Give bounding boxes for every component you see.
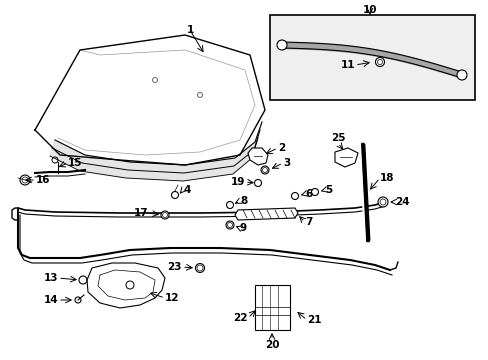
Circle shape: [226, 202, 233, 208]
FancyBboxPatch shape: [269, 15, 474, 100]
Circle shape: [456, 70, 466, 80]
Polygon shape: [235, 208, 297, 220]
Circle shape: [261, 166, 268, 174]
Text: 1: 1: [186, 25, 193, 35]
Polygon shape: [50, 122, 262, 181]
Text: 4: 4: [183, 185, 190, 195]
Text: 7: 7: [305, 217, 312, 227]
Text: 18: 18: [379, 173, 394, 183]
Polygon shape: [247, 148, 267, 165]
Text: 10: 10: [362, 5, 376, 15]
Circle shape: [254, 180, 261, 186]
Text: 6: 6: [305, 189, 312, 199]
Text: 19: 19: [230, 177, 244, 187]
Polygon shape: [334, 148, 357, 167]
Text: 5: 5: [325, 185, 331, 195]
Text: 22: 22: [233, 313, 247, 323]
Circle shape: [291, 193, 298, 199]
Text: 24: 24: [394, 197, 409, 207]
Text: 2: 2: [278, 143, 285, 153]
Text: 9: 9: [240, 223, 246, 233]
Text: 8: 8: [240, 196, 247, 206]
Text: 17: 17: [133, 208, 148, 218]
Circle shape: [161, 211, 169, 219]
Text: 3: 3: [283, 158, 290, 168]
Polygon shape: [87, 263, 164, 308]
Circle shape: [20, 175, 30, 185]
Text: 23: 23: [167, 262, 182, 272]
Text: 12: 12: [164, 293, 179, 303]
Bar: [254, 285, 289, 330]
Text: 20: 20: [264, 340, 279, 350]
Text: 13: 13: [43, 273, 58, 283]
Circle shape: [311, 189, 318, 195]
Text: 11: 11: [340, 60, 354, 70]
Text: 14: 14: [43, 295, 58, 305]
Text: 21: 21: [306, 315, 321, 325]
Text: 15: 15: [68, 158, 82, 168]
Text: 16: 16: [36, 175, 50, 185]
Polygon shape: [35, 35, 264, 165]
Text: 25: 25: [330, 133, 345, 143]
Circle shape: [375, 58, 384, 67]
Circle shape: [195, 264, 204, 273]
Circle shape: [377, 197, 387, 207]
Circle shape: [225, 221, 234, 229]
Circle shape: [276, 40, 286, 50]
